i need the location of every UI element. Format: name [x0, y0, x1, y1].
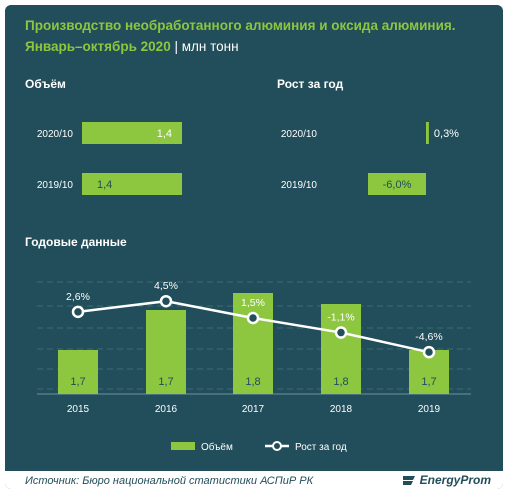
legend-growth-label: Рост за год — [295, 442, 347, 453]
annual-volume-label: 1,7 — [70, 376, 85, 388]
annual-volume-bar — [58, 350, 98, 394]
growth-bar — [426, 122, 429, 144]
growth-point-label: 4,5% — [154, 280, 178, 292]
energyprom-logo-icon — [402, 476, 415, 485]
volume-category-label: 2020/10 — [37, 129, 74, 140]
annual-volume-bar — [233, 293, 273, 394]
title-period: Январь–октябрь 2020 — [25, 39, 171, 54]
growth-value-label: 0,3% — [434, 128, 459, 140]
x-tick-label: 2019 — [418, 404, 441, 415]
annual-section-label: Годовые данные — [25, 235, 127, 249]
volume-bar — [82, 122, 182, 144]
growth-section-label: Рост за год — [277, 77, 344, 91]
x-tick-label: 2016 — [155, 404, 178, 415]
x-tick-label: 2017 — [242, 404, 265, 415]
annual-volume-label: 1,7 — [421, 376, 436, 388]
growth-point — [246, 311, 260, 325]
growth-point-label: 1,5% — [241, 297, 265, 309]
annual-volume-label: 1,8 — [245, 376, 260, 388]
growth-point-label: -1,1% — [327, 312, 354, 324]
volume-section-label: Объём — [25, 77, 66, 91]
growth-category-label: 2019/10 — [281, 180, 318, 191]
title-main: Производство необработанного алюминия и … — [25, 18, 456, 33]
source-note: Источник: Бюро национальной статистики А… — [25, 475, 314, 487]
volume-bar — [82, 173, 182, 195]
charts-canvas: 2020/10 1,4 2019/10 1,4 2020/10 0,3% 2019/10 -6… — [37, 122, 471, 453]
logo-text: EnergyProm — [419, 473, 491, 487]
legend-growth-marker — [272, 441, 282, 451]
growth-bar — [368, 173, 426, 195]
growth-category-label: 2020/10 — [281, 129, 318, 140]
annual-volume-bar — [321, 304, 361, 394]
legend-volume-label: Объём — [201, 441, 233, 453]
volume-category-label: 2019/10 — [37, 180, 74, 191]
title-separator: | — [174, 39, 178, 54]
legend-volume-swatch — [171, 442, 195, 450]
growth-point — [159, 294, 173, 308]
growth-point-label: 2,6% — [66, 291, 90, 303]
energyprom-logo: EnergyProm — [402, 473, 491, 487]
growth-value-label: -6,0% — [383, 179, 412, 191]
title-line-2: Январь–октябрь 2020 | млн тонн — [25, 36, 456, 57]
title-unit: млн тонн — [181, 39, 239, 54]
growth-point — [334, 326, 348, 339]
annual-volume-bar — [146, 310, 186, 394]
x-tick-label: 2015 — [67, 404, 90, 415]
volume-value-label: 1,4 — [157, 128, 172, 140]
volume-value-label: 1,4 — [97, 179, 112, 191]
x-tick-label: 2018 — [330, 404, 353, 415]
growth-point-label: -4,6% — [415, 331, 442, 343]
growth-point — [422, 345, 436, 359]
footer: Источник: Бюро национальной статистики А… — [5, 471, 503, 489]
annual-volume-label: 1,8 — [333, 376, 348, 388]
growth-point — [71, 305, 85, 319]
chart-title: Производство необработанного алюминия и … — [25, 15, 456, 57]
infographic-panel: Производство необработанного алюминия и … — [5, 5, 503, 489]
annual-volume-label: 1,7 — [158, 376, 173, 388]
